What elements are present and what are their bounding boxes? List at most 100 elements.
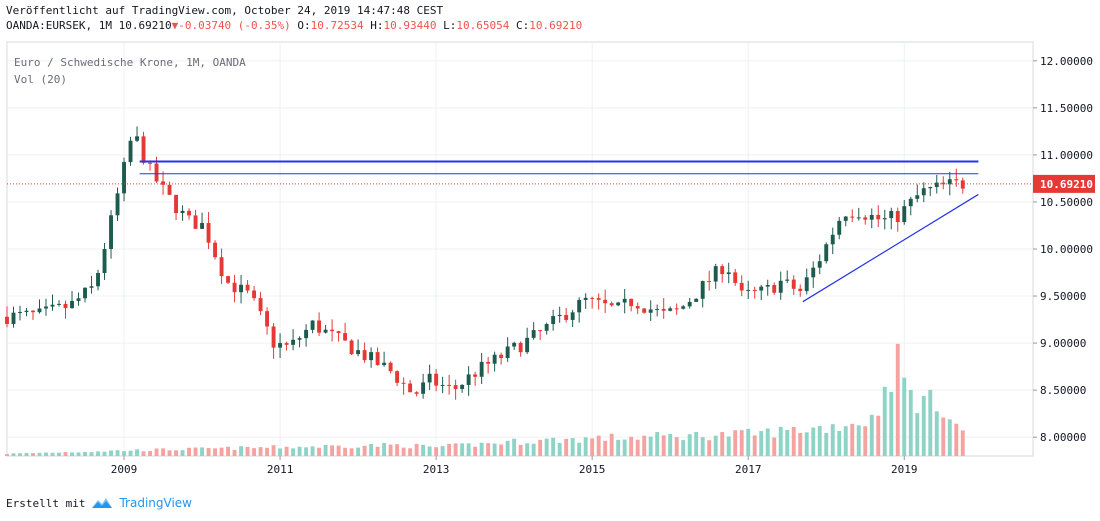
volume-bar: [902, 377, 907, 456]
candlesticks: [5, 126, 965, 400]
volume-bar: [343, 447, 348, 456]
price-change: -0.03740 (-0.35%): [178, 19, 291, 32]
candle-body: [726, 272, 731, 275]
last-price-label: 10.69210: [1040, 178, 1093, 191]
candle-body: [70, 300, 74, 309]
volume-bar: [583, 437, 588, 456]
candle-body: [434, 373, 439, 386]
candle-body: [193, 215, 198, 229]
volume-bar: [557, 443, 562, 456]
volume-bar: [258, 447, 263, 456]
candle-body: [908, 198, 913, 207]
candle-body: [596, 298, 601, 300]
price-tick-label: 10.50000: [1040, 196, 1093, 209]
volume-bar: [772, 437, 777, 456]
volume-bar: [200, 447, 205, 456]
price-axis[interactable]: 12.00000 11.50000 11.00000 10.50000 10.00000…: [1033, 55, 1095, 444]
candle-body: [778, 280, 783, 293]
tradingview-logo-icon[interactable]: [91, 496, 113, 510]
volume-bar: [154, 448, 159, 456]
candle-body: [850, 216, 855, 218]
candle-body: [817, 261, 822, 268]
time-tick-label: 2011: [267, 463, 294, 476]
candle-body: [655, 308, 660, 310]
candle-body: [486, 361, 491, 364]
volume-bar: [291, 448, 296, 456]
time-tick-label: 2015: [579, 463, 606, 476]
volume-bar: [811, 427, 816, 456]
candle-body: [135, 136, 139, 141]
volume-bar: [18, 453, 22, 456]
volume-bar: [642, 435, 647, 456]
candle-body: [713, 266, 718, 282]
chart-header: Veröffentlicht auf TradingView.com, Octo…: [6, 3, 582, 33]
price-chart[interactable]: 12.00000 11.50000 11.00000 10.50000 10.00000…: [0, 0, 1100, 490]
volume-bar: [785, 429, 790, 456]
volume-bar: [122, 451, 126, 456]
candle-body: [544, 324, 549, 331]
volume-bar: [102, 451, 107, 456]
support-trendline: [802, 193, 979, 303]
candle-body: [687, 301, 692, 307]
candle-body: [174, 194, 178, 214]
volume-bar: [577, 442, 582, 456]
candle-body: [141, 136, 146, 163]
candle-body: [265, 311, 270, 327]
volume-bar: [284, 446, 289, 456]
candle-body: [440, 384, 445, 386]
candle-body: [226, 276, 231, 283]
volume-bar: [752, 435, 757, 456]
volume-bar: [635, 439, 640, 456]
volume-bar: [648, 436, 653, 456]
volume-bar: [564, 438, 569, 456]
volume-bar: [76, 452, 81, 456]
volume-bar: [817, 426, 822, 456]
time-tick-label: 2017: [735, 463, 762, 476]
volume-bar: [388, 444, 393, 456]
candle-body: [700, 281, 705, 299]
candle-body: [915, 195, 920, 199]
volume-bar: [401, 447, 406, 456]
volume-bar: [551, 437, 556, 456]
candle-body: [479, 361, 484, 377]
volume-bar: [148, 451, 152, 456]
candle-body: [460, 384, 465, 389]
candle-body: [356, 350, 361, 355]
candle-body: [330, 329, 335, 332]
candle-body: [63, 303, 68, 309]
volume-bar: [531, 443, 536, 456]
volume-bar: [765, 428, 770, 456]
candle-body: [284, 343, 289, 345]
candle-body: [746, 289, 751, 291]
candle-body: [395, 371, 400, 383]
candle-body: [616, 302, 621, 306]
volume-bar: [590, 438, 595, 456]
volume-bar: [908, 389, 913, 456]
candle-body: [466, 374, 471, 385]
volume-bar: [694, 432, 699, 456]
volume-bar: [596, 435, 601, 456]
volume-bar: [947, 419, 952, 456]
candle-body: [694, 298, 699, 302]
volume-bar: [479, 442, 484, 456]
volume-bar: [954, 423, 959, 456]
volume-bar: [278, 448, 283, 456]
volume-bars: [5, 343, 965, 456]
volume-bar: [960, 430, 965, 456]
time-axis[interactable]: 2009 2011 2013 2015 2017 2019: [111, 456, 918, 476]
volume-bar: [928, 389, 933, 456]
candle-body: [772, 285, 777, 293]
volume-bar: [213, 448, 218, 456]
candle-body: [843, 216, 848, 221]
volume-bar: [512, 438, 517, 456]
candle-body: [947, 179, 952, 185]
price-tick-label: 11.50000: [1040, 102, 1093, 115]
volume-bar: [219, 447, 224, 456]
tradingview-brand[interactable]: TradingView: [119, 496, 192, 510]
volume-bar: [492, 443, 497, 456]
candle-body: [622, 298, 627, 303]
volume-bar: [180, 450, 185, 456]
volume-bar: [739, 430, 744, 456]
volume-bar: [609, 433, 614, 456]
drawings: [7, 160, 1033, 303]
